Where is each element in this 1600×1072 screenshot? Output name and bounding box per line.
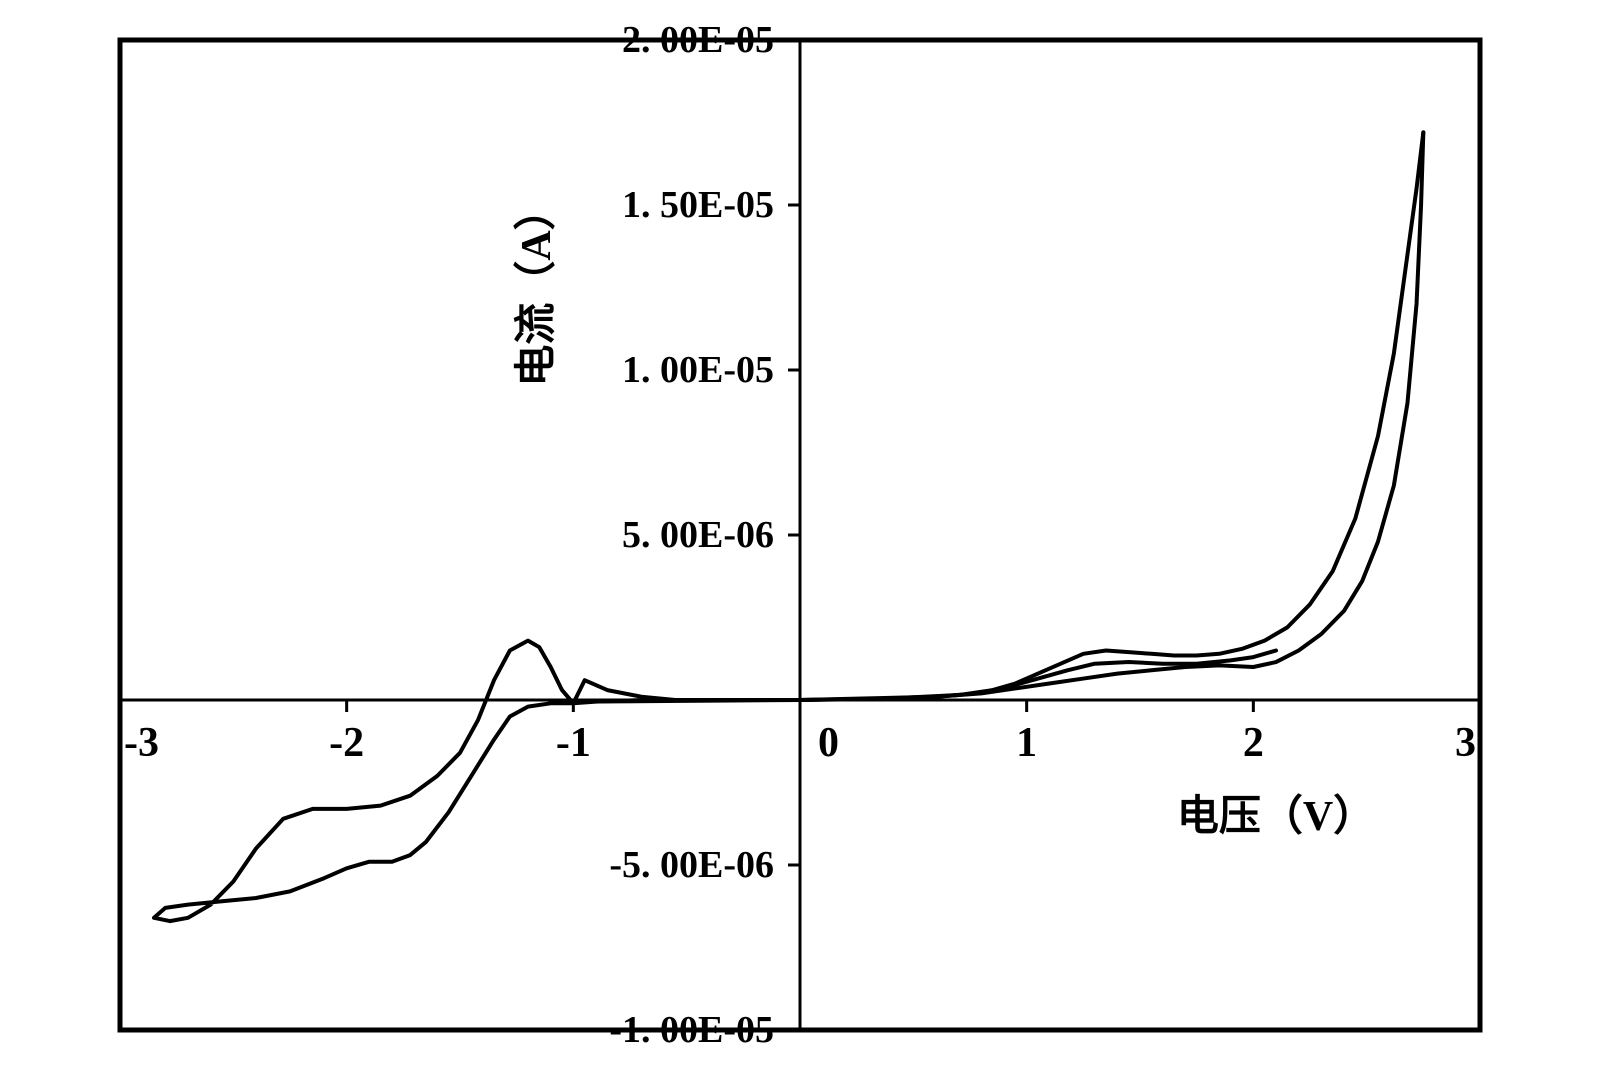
x-tick-label: 2 xyxy=(1243,720,1264,766)
x-tick-label: 0 xyxy=(818,720,839,766)
x-tick-label: 1 xyxy=(1016,720,1037,766)
y-axis-label: 电流（A） xyxy=(513,188,560,386)
cv-chart: -3 -2 -1 0 1 2 3 -1. 00E-05 -5. 00E-06 5. 00E-06 1… xyxy=(0,0,1600,1072)
x-tick-label: -3 xyxy=(124,720,159,766)
x-tick-label: 3 xyxy=(1455,720,1476,766)
y-tick-label: 2. 00E-05 xyxy=(622,19,774,61)
y-tick-label: -5. 00E-06 xyxy=(609,844,774,886)
cv-curve-anodic-forward xyxy=(800,132,1423,700)
y-tick-label: -1. 00E-05 xyxy=(609,1009,774,1051)
y-tick-label: 5. 00E-06 xyxy=(622,514,774,556)
cv-curve-anodic-reverse xyxy=(800,132,1423,700)
y-tick-label: 1. 50E-05 xyxy=(622,184,774,226)
x-tick-label: -1 xyxy=(556,720,591,766)
x-axis-label: 电压（V） xyxy=(1177,793,1375,840)
y-tick-label: 1. 00E-05 xyxy=(622,349,774,391)
chart-container: -3 -2 -1 0 1 2 3 -1. 00E-05 -5. 00E-06 5. 00E-06 1… xyxy=(0,0,1600,1072)
x-tick-label: -2 xyxy=(329,720,364,766)
